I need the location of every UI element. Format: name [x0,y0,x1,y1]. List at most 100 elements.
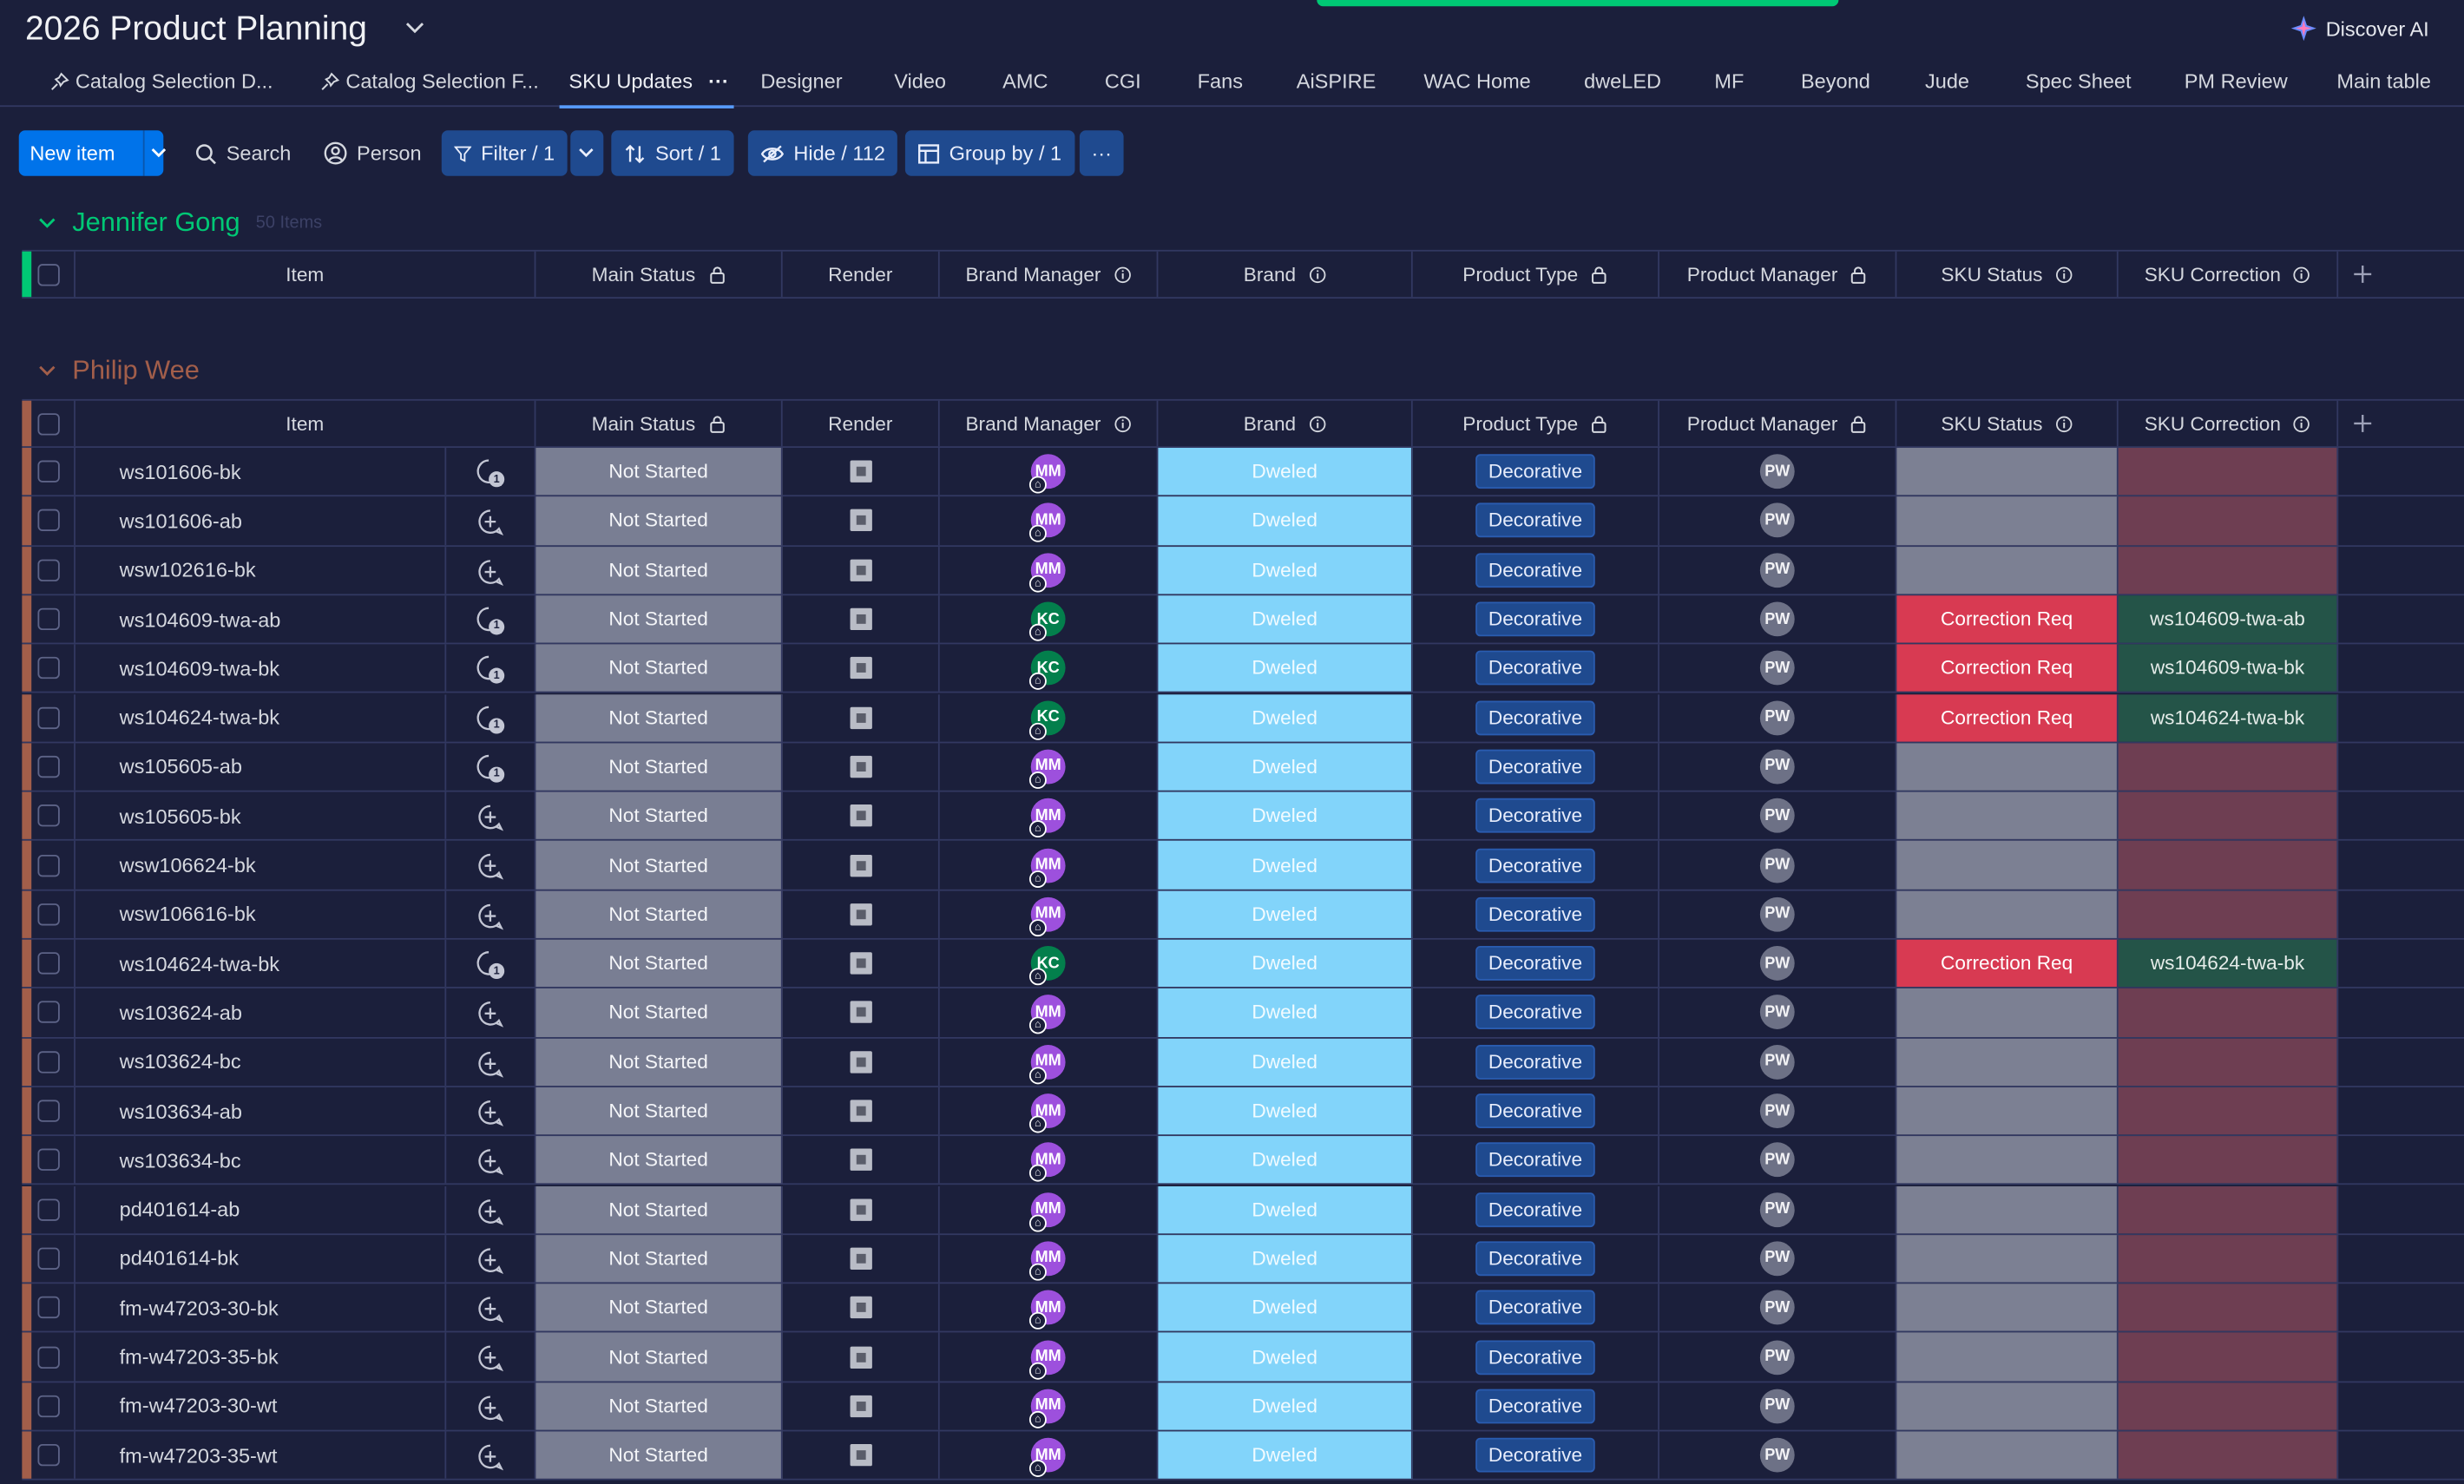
avatar[interactable]: MM ⌂ [1028,896,1066,936]
row-checkbox[interactable] [36,657,59,680]
render-cell[interactable] [783,1038,940,1086]
avatar[interactable]: KC ⌂ [1028,651,1066,691]
product-manager-cell[interactable]: PW [1659,693,1897,742]
brand-cell[interactable]: Dweled [1158,595,1413,643]
product-type-tag[interactable]: Decorative [1475,651,1595,686]
product-manager-cell[interactable]: PW [1659,988,1897,1037]
main-status-cell[interactable]: Not Started [536,595,783,643]
row-checkbox[interactable] [36,1247,59,1270]
main-status-cell[interactable]: Not Started [536,890,783,938]
brand-cell[interactable]: Dweled [1158,546,1413,594]
product-type-cell[interactable]: Decorative [1413,1431,1659,1480]
sku-correction-cell[interactable] [2118,1136,2339,1185]
render-thumbnail-image[interactable] [849,952,871,975]
brand-manager-cell[interactable]: MM ⌂ [940,1284,1159,1332]
render-thumbnail-image[interactable] [849,1001,871,1024]
product-type-tag[interactable]: Decorative [1475,798,1595,834]
product-type-tag[interactable]: Decorative [1475,454,1595,489]
item-name[interactable]: fm-w47203-30-bk [119,1296,279,1320]
brand-cell[interactable]: Dweled [1158,743,1413,791]
brand-manager-cell[interactable]: MM ⌂ [940,988,1159,1037]
brand-manager-cell[interactable]: MM ⌂ [940,1136,1159,1185]
product-manager-cell[interactable]: PW [1659,644,1897,693]
table-row[interactable]: ws104624-twa-bk 1 Not Started KC ⌂ Dweled Deco… [22,939,2464,989]
group-by-button[interactable]: Group by / 1 [904,130,1074,176]
updates-icon[interactable]: 1 [475,703,506,734]
discover-ai-button[interactable]: Discover AI [2290,16,2429,42]
add-update-icon[interactable] [475,1097,506,1128]
add-update-icon[interactable] [475,1392,506,1423]
brand-manager-cell[interactable]: KC ⌂ [940,595,1159,643]
table-row[interactable]: pd401614-bk Not Started MM ⌂ Dweled Decorativ… [22,1234,2464,1284]
row-checkbox-cell[interactable] [22,1284,76,1332]
row-checkbox[interactable] [36,952,59,975]
board-title[interactable]: 2026 Product Planning [24,9,367,48]
add-update-icon[interactable] [475,1244,506,1276]
product-manager-cell[interactable]: PW [1659,1087,1897,1135]
add-update-icon[interactable] [475,1047,506,1079]
avatar[interactable]: MM ⌂ [1028,1192,1066,1231]
render-cell[interactable] [783,546,940,594]
main-status-cell[interactable]: Not Started [536,1136,783,1185]
render-thumbnail-image[interactable] [849,1149,871,1172]
product-manager-cell[interactable]: PW [1659,939,1897,988]
row-checkbox-cell[interactable] [22,743,76,791]
avatar[interactable]: MM ⌂ [1028,454,1066,494]
avatar[interactable]: PW [1759,601,1795,637]
product-type-tag[interactable]: Decorative [1475,1437,1595,1473]
row-checkbox-cell[interactable] [22,448,76,496]
row-checkbox-cell[interactable] [22,939,76,988]
table-row[interactable]: ws103634-bc Not Started MM ⌂ Dweled Decorativ… [22,1136,2464,1186]
render-cell[interactable] [783,890,940,938]
sku-correction-cell[interactable] [2118,743,2339,791]
table-row[interactable]: ws105605-bk Not Started MM ⌂ Dweled Decorativ… [22,791,2464,842]
item-cell[interactable]: fm-w47203-35-wt [76,1431,536,1480]
brand-manager-cell[interactable]: MM ⌂ [940,1333,1159,1381]
sku-status-cell[interactable]: Correction Req [1896,939,2119,988]
tab-main-table[interactable]: Main table [2336,69,2431,93]
brand-cell[interactable]: Dweled [1158,890,1413,938]
render-cell[interactable] [783,791,940,840]
tab-cgi[interactable]: CGI [1105,69,1141,93]
row-checkbox[interactable] [36,1198,59,1221]
column-header-product-manager[interactable]: Product Manager [1659,251,1897,298]
new-item-button[interactable]: New item [18,130,167,176]
table-row[interactable]: ws104624-twa-bk 1 Not Started KC ⌂ Dweled Deco… [22,693,2464,744]
product-type-tag[interactable]: Decorative [1475,1389,1595,1424]
item-cell[interactable]: pd401614-ab [76,1185,536,1233]
render-thumbnail-image[interactable] [849,903,871,926]
avatar[interactable]: MM ⌂ [1028,1142,1066,1183]
row-checkbox[interactable] [36,1395,59,1417]
avatar[interactable]: MM ⌂ [1028,1093,1066,1133]
table-row[interactable]: ws105605-ab 1 Not Started MM ⌂ Dweled Decorati… [22,743,2464,792]
product-type-tag[interactable]: Decorative [1475,503,1595,539]
column-header-brand-manager[interactable]: Brand Manager [940,251,1159,298]
row-checkbox-cell[interactable] [22,1382,76,1430]
row-checkbox[interactable] [36,1345,59,1369]
render-cell[interactable] [783,1136,940,1185]
render-thumbnail-image[interactable] [849,607,871,631]
table-row[interactable]: wsw106616-bk Not Started MM ⌂ Dweled Decorati… [22,890,2464,940]
sku-correction-cell[interactable] [2118,1284,2339,1332]
updates-icon[interactable]: 1 [475,752,506,784]
product-manager-cell[interactable]: PW [1659,743,1897,791]
item-name[interactable]: fm-w47203-35-bk [119,1344,279,1369]
avatar[interactable]: MM ⌂ [1028,552,1066,593]
filter-button[interactable]: Filter / 1 [441,130,568,176]
product-type-cell[interactable]: Decorative [1413,1136,1659,1185]
row-checkbox[interactable] [36,1001,59,1024]
render-thumbnail-image[interactable] [849,1395,871,1417]
row-checkbox[interactable] [36,1444,59,1467]
item-cell[interactable]: ws105605-ab 1 [76,743,536,791]
row-checkbox[interactable] [36,559,59,581]
row-checkbox-cell[interactable] [22,1038,76,1086]
item-cell[interactable]: wsw106616-bk [76,890,536,938]
checkbox[interactable] [36,412,59,435]
avatar[interactable]: PW [1759,1339,1795,1375]
group-header[interactable]: Jennifer Gong 50 Items [37,204,322,241]
avatar[interactable]: PW [1759,847,1795,883]
sku-status-cell[interactable] [1896,1284,2119,1332]
avatar[interactable]: KC ⌂ [1028,601,1066,641]
product-type-cell[interactable]: Decorative [1413,939,1659,988]
sku-correction-cell[interactable] [2118,1431,2339,1480]
